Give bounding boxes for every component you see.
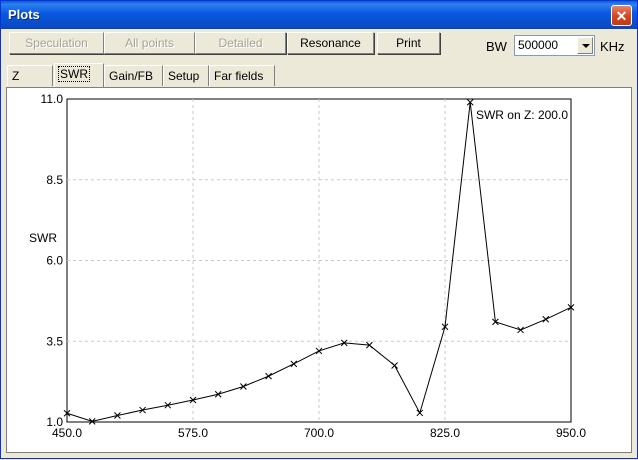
tab-far-fields[interactable]: Far fields: [209, 65, 275, 86]
data-point-marker: [114, 412, 121, 419]
data-point-marker: [139, 406, 146, 414]
x-tick-label: 825.0: [430, 426, 460, 440]
detailed-button[interactable]: Detailed: [195, 32, 286, 54]
data-point-marker: [391, 362, 398, 369]
data-point-marker: [492, 318, 499, 326]
tab-gain-fb[interactable]: Gain/FB: [104, 65, 163, 86]
data-point-marker: [265, 372, 272, 380]
data-point-marker: [240, 383, 247, 390]
data-point-marker: [567, 303, 575, 311]
data-point-marker: [315, 347, 323, 355]
data-point-marker: [88, 418, 96, 425]
data-point-marker: [63, 409, 71, 417]
y-tick-label: 1.0: [46, 415, 63, 429]
bw-select[interactable]: 500000: [514, 35, 595, 56]
window-title: Plots: [8, 7, 40, 22]
close-button[interactable]: ✕: [611, 5, 632, 26]
data-point-marker: [366, 341, 373, 349]
resonance-button[interactable]: Resonance: [287, 32, 374, 54]
data-point-marker: [542, 315, 550, 323]
all-points-button[interactable]: All points: [104, 32, 195, 54]
tab-setup[interactable]: Setup: [163, 65, 209, 86]
chart-title: SWR on Z: 200.0: [476, 108, 568, 122]
x-tick-label: 575.0: [178, 426, 208, 440]
data-point-marker: [189, 396, 197, 404]
x-tick-label: 450.0: [52, 426, 82, 440]
data-point-marker: [290, 360, 298, 368]
x-tick-label: 950.0: [556, 426, 586, 440]
data-point-marker: [164, 401, 172, 409]
y-tick-label: 8.5: [46, 173, 63, 187]
data-point-marker: [214, 390, 222, 398]
tab-z[interactable]: Z: [7, 65, 53, 86]
y-tick-label: 6.0: [46, 254, 63, 268]
data-point-marker: [340, 339, 348, 347]
title-bar[interactable]: Plots ✕: [1, 1, 637, 29]
speculation-button[interactable]: Speculation: [9, 32, 104, 54]
y-axis-label: SWR: [29, 231, 57, 245]
data-point-marker: [441, 323, 449, 331]
data-point-marker: [466, 98, 474, 106]
close-icon: ✕: [615, 8, 628, 24]
y-tick-label: 11.0: [41, 92, 64, 106]
bw-value: 500000: [518, 38, 559, 52]
y-tick-label: 3.5: [46, 334, 63, 348]
bw-label: BW: [486, 39, 507, 54]
chevron-down-icon[interactable]: [577, 37, 593, 54]
tab-swr[interactable]: SWR: [54, 63, 104, 87]
data-point-marker: [416, 409, 424, 417]
print-button[interactable]: Print: [377, 32, 440, 54]
bw-unit-label: KHz: [600, 39, 625, 54]
x-tick-label: 700.0: [304, 426, 334, 440]
data-point-marker: [517, 326, 524, 334]
